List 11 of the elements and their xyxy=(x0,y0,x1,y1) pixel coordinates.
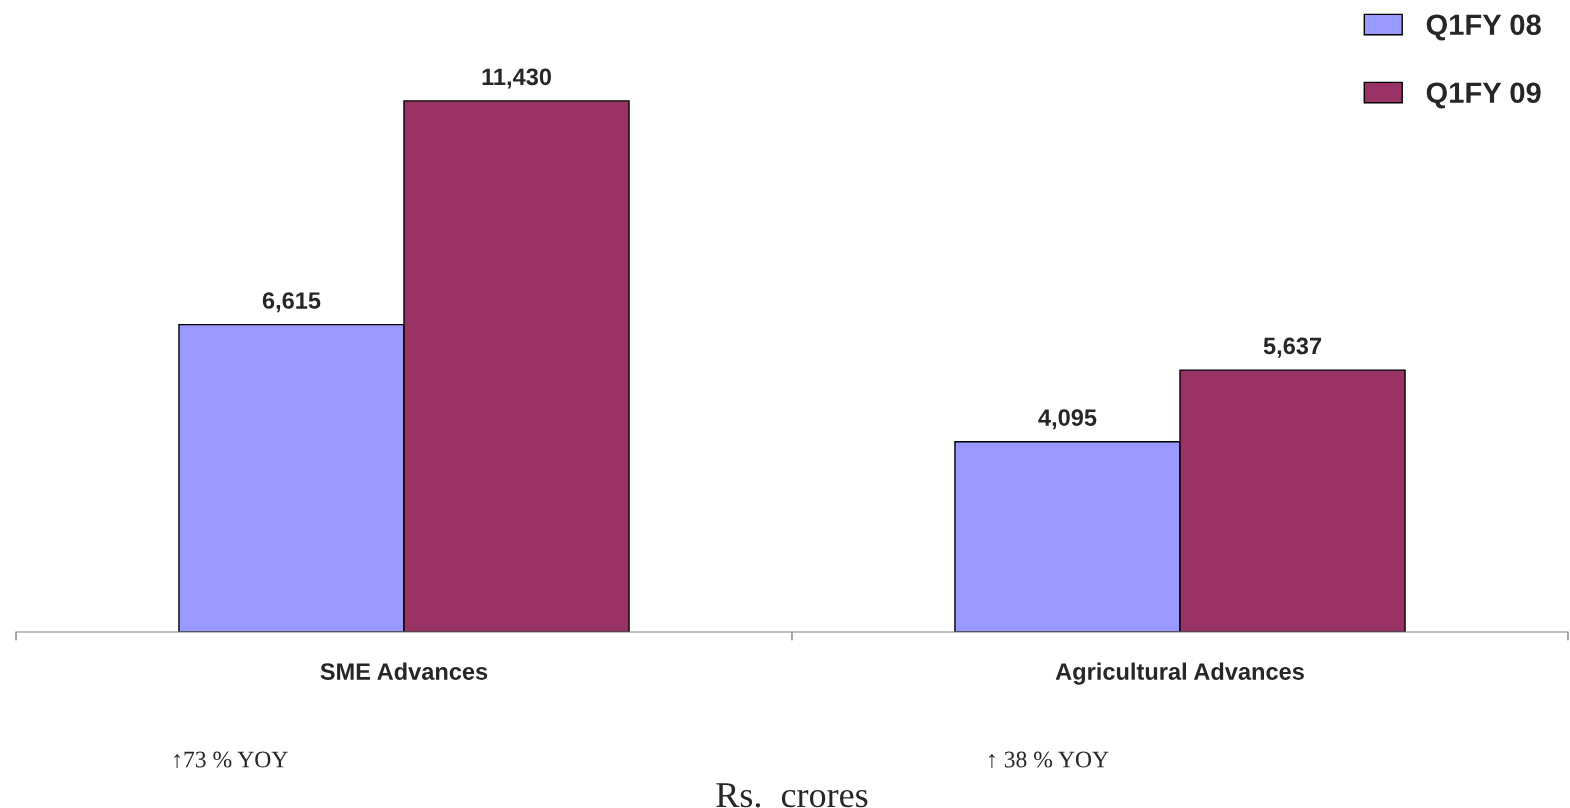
data-label: 5,637 xyxy=(1263,337,1322,358)
data-label: 4,095 xyxy=(1038,409,1097,430)
data-label: 6,615 xyxy=(262,292,321,313)
legend-label: Q1FY 09 xyxy=(1426,82,1541,109)
x-axis-title: Rs. crores xyxy=(716,783,868,808)
x-tick-label: Agricultural Advances xyxy=(1055,662,1304,685)
x-tick-label: SME Advances xyxy=(320,662,488,680)
text: ↑73 % YOY xyxy=(174,751,288,768)
legend-label: Q1FY 08 xyxy=(1426,14,1541,41)
data-label: 11,430 xyxy=(482,68,552,89)
text: ↑ 38 % YOY xyxy=(989,751,1109,768)
